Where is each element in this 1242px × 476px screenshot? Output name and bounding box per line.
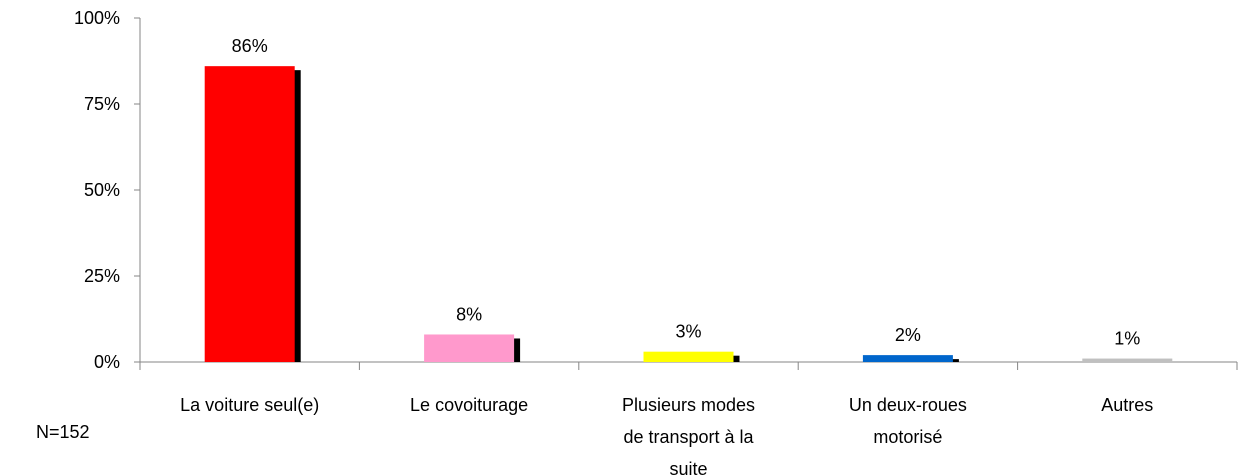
x-tick-label: Le covoiturage [410,395,528,415]
y-tick-label: 50% [84,180,120,200]
bar [862,355,953,362]
value-label: 8% [456,304,482,324]
value-label: 2% [895,325,921,345]
x-tick-label: La voiture seul(e) [180,395,319,415]
x-tick-label: Un deux-roues motorisé [849,395,967,447]
x-tick-label: Autres [1101,395,1153,415]
value-label: 1% [1114,329,1140,349]
value-label: 86% [232,36,268,56]
y-tick-label: 75% [84,94,120,114]
bar [1082,358,1173,362]
y-tick-label: 100% [74,8,120,28]
y-tick-label: 0% [94,352,120,372]
y-tick-label: 25% [84,266,120,286]
value-label: 3% [675,322,701,342]
bar [424,334,515,362]
sample-size-note: N=152 [36,422,90,442]
bar [204,66,295,362]
bar [643,351,734,362]
x-tick-label: Plusieurs modes de transport à la suite [622,395,755,476]
